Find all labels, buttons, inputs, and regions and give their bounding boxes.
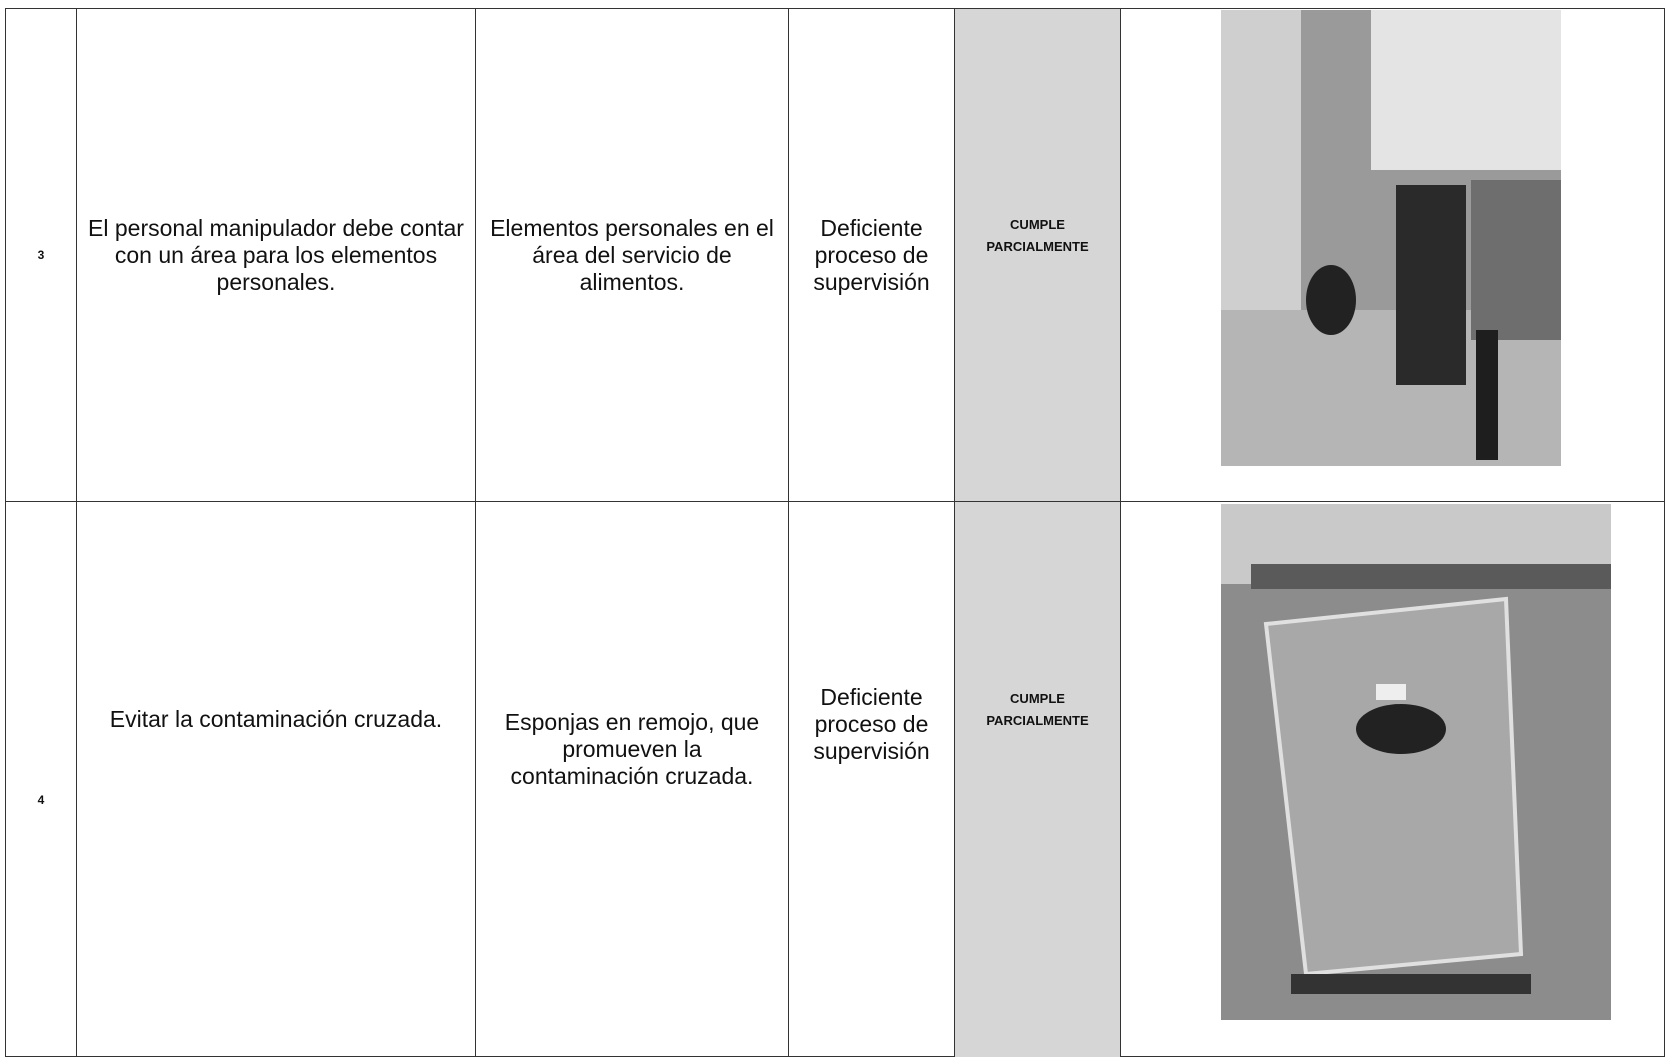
finding: Esponjas en remojo, que promueven la con… bbox=[475, 501, 788, 1057]
finding: Elementos personales en el área del serv… bbox=[475, 8, 788, 501]
photo-cell bbox=[1120, 501, 1665, 1057]
status: CUMPLE PARCIALMENTE bbox=[954, 501, 1120, 1057]
requirement: El personal manipulador debe contar con … bbox=[76, 8, 475, 501]
cause: Deficiente proceso de supervisión bbox=[788, 501, 954, 1057]
status: CUMPLE PARCIALMENTE bbox=[954, 8, 1120, 501]
cause: Deficiente proceso de supervisión bbox=[788, 8, 954, 501]
photo bbox=[1221, 10, 1561, 466]
photo-cell bbox=[1120, 8, 1665, 501]
requirement: Evitar la contaminación cruzada. bbox=[76, 501, 475, 1057]
table: 3 El personal manipulador debe contar co… bbox=[5, 8, 1665, 1057]
row-number: 4 bbox=[5, 501, 76, 1057]
row-number: 3 bbox=[5, 8, 76, 501]
photo bbox=[1221, 504, 1611, 1020]
